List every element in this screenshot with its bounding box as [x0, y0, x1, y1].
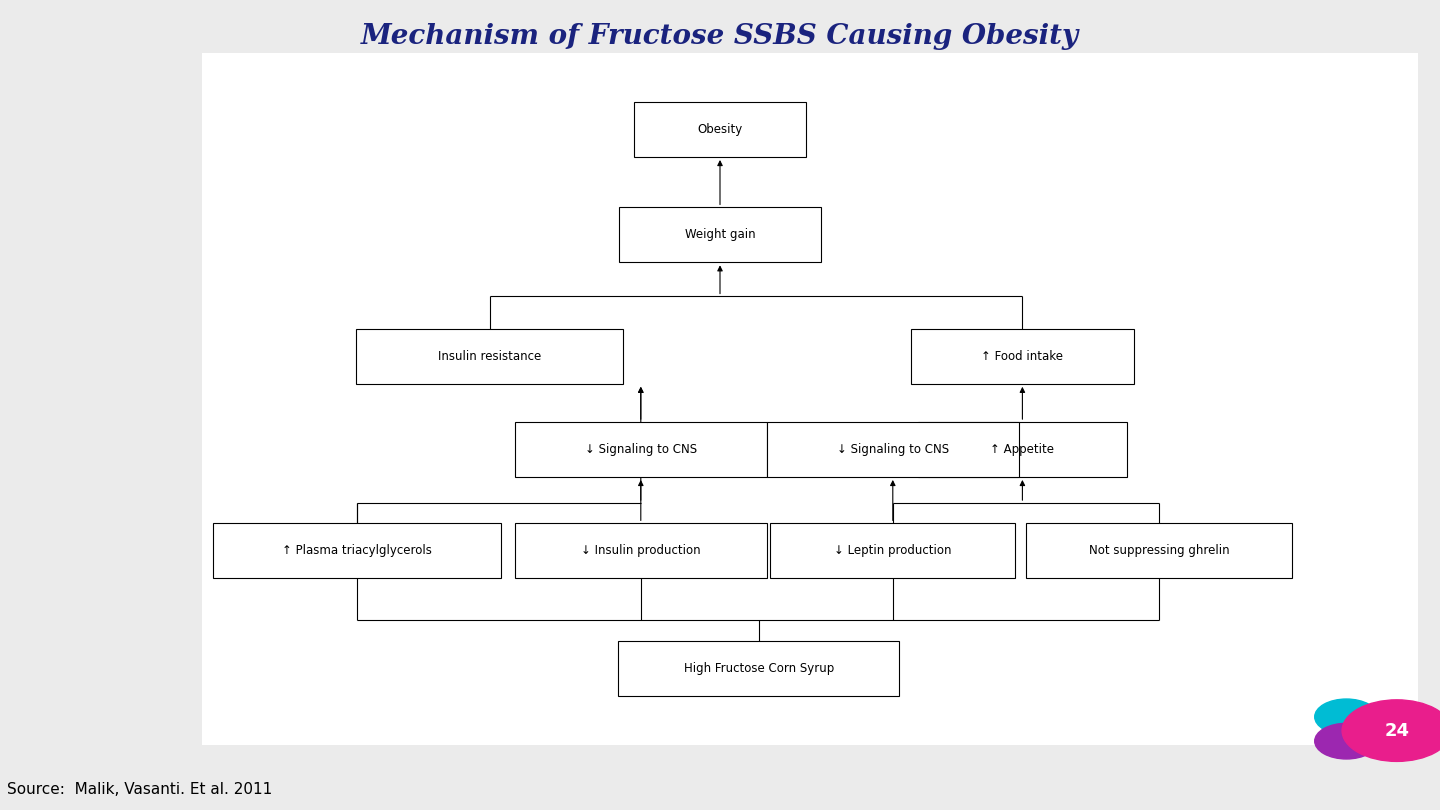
Text: Obesity: Obesity	[697, 123, 743, 136]
Text: 24: 24	[1384, 722, 1410, 740]
Bar	[1025, 523, 1293, 578]
Text: Not suppressing ghrelin: Not suppressing ghrelin	[1089, 544, 1230, 557]
Circle shape	[1342, 700, 1440, 761]
Bar	[516, 422, 766, 477]
Bar	[619, 641, 899, 696]
Text: ↓ Signaling to CNS: ↓ Signaling to CNS	[585, 443, 697, 456]
Bar	[516, 523, 766, 578]
Bar	[910, 329, 1135, 384]
Text: Insulin resistance: Insulin resistance	[438, 350, 541, 363]
Text: Source:  Malik, Vasanti. Et al. 2011: Source: Malik, Vasanti. Et al. 2011	[7, 782, 272, 797]
Bar	[770, 523, 1015, 578]
Bar	[202, 53, 1418, 745]
Text: ↑ Appetite: ↑ Appetite	[991, 443, 1054, 456]
Bar	[919, 422, 1126, 477]
Circle shape	[1315, 723, 1378, 759]
Text: Mechanism of Fructose SSBS Causing Obesity: Mechanism of Fructose SSBS Causing Obesi…	[361, 23, 1079, 50]
Bar	[213, 523, 501, 578]
Bar	[357, 329, 622, 384]
Text: ↑ Plasma triacylglycerols: ↑ Plasma triacylglycerols	[282, 544, 432, 557]
Text: ↓ Leptin production: ↓ Leptin production	[834, 544, 952, 557]
Bar	[766, 422, 1020, 477]
Text: Weight gain: Weight gain	[684, 228, 756, 241]
Text: ↓ Insulin production: ↓ Insulin production	[580, 544, 701, 557]
Bar	[619, 207, 821, 262]
Text: ↑ Food intake: ↑ Food intake	[982, 350, 1063, 363]
Text: ↓ Signaling to CNS: ↓ Signaling to CNS	[837, 443, 949, 456]
Text: High Fructose Corn Syrup: High Fructose Corn Syrup	[684, 662, 834, 675]
Circle shape	[1315, 699, 1378, 735]
Bar	[634, 102, 806, 157]
